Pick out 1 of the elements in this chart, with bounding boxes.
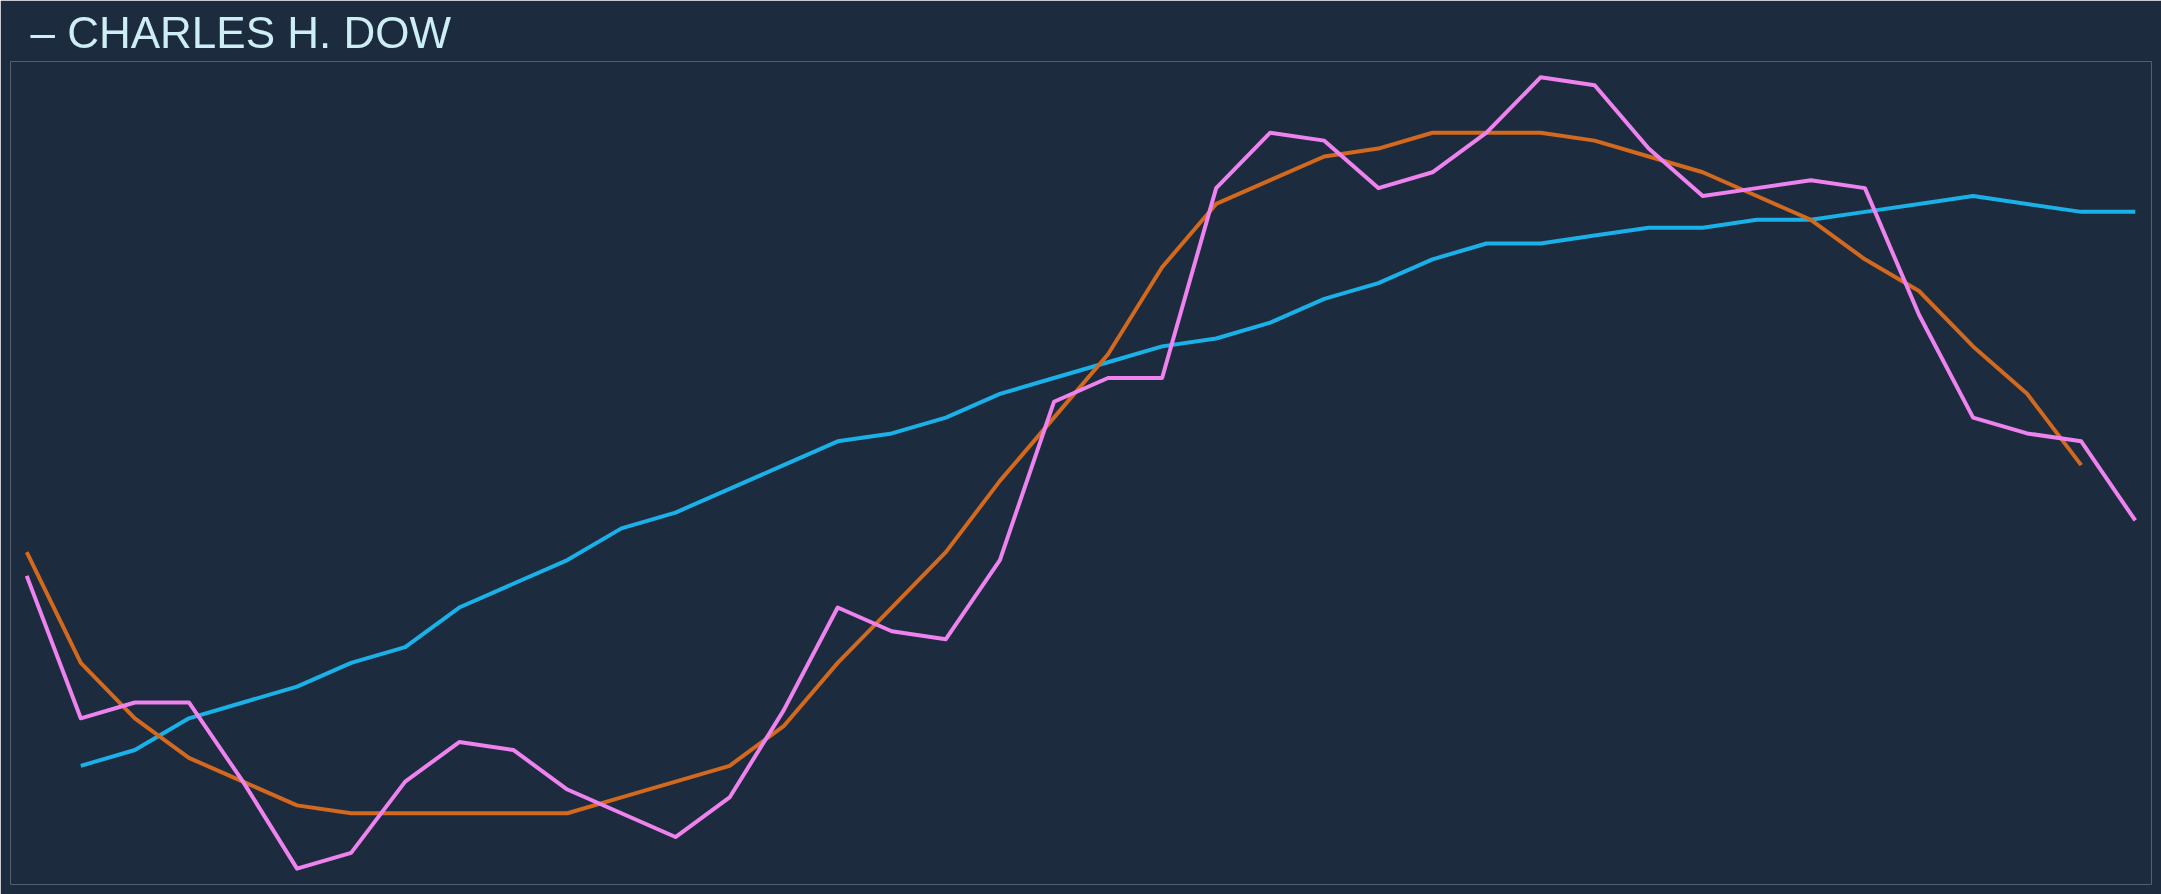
text: – CHARLES H. DOW [30, 7, 452, 57]
